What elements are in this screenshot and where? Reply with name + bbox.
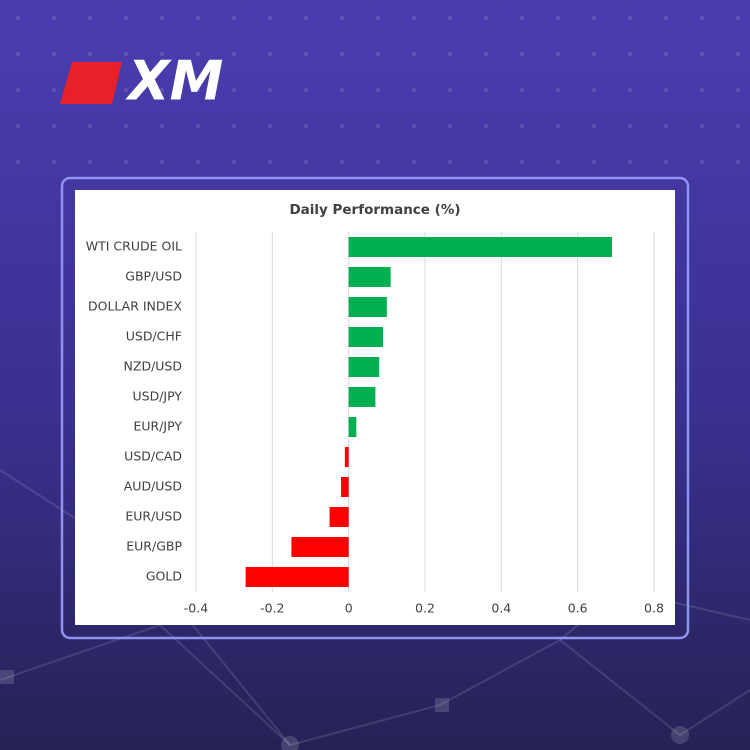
chart-frame: [60, 176, 690, 640]
y-tick-label: EUR/JPY: [133, 419, 182, 434]
y-tick-label: NZD/USD: [124, 359, 182, 374]
y-tick-label: USD/CAD: [124, 449, 182, 464]
bar: [348, 267, 391, 287]
bar: [348, 357, 380, 377]
bar: [348, 327, 384, 347]
bar: [329, 507, 349, 527]
bar: [348, 387, 376, 407]
dot-pattern: [0, 0, 750, 180]
bar: [348, 297, 387, 317]
y-tick-label: GBP/USD: [125, 269, 182, 284]
x-tick-label: 0.6: [568, 601, 588, 616]
bar: [341, 477, 349, 497]
x-tick-label: -0.2: [260, 601, 284, 616]
y-tick-label: EUR/GBP: [126, 539, 182, 554]
chart-area: [75, 190, 675, 625]
logo-mark: [60, 62, 122, 104]
x-tick-label: 0.2: [415, 601, 435, 616]
x-tick-label: 0.4: [491, 601, 511, 616]
y-tick-label: GOLD: [146, 569, 182, 584]
x-tick-label: -0.4: [184, 601, 208, 616]
y-tick-label: EUR/USD: [125, 509, 182, 524]
y-tick-label: WTI CRUDE OIL: [86, 239, 182, 254]
y-tick-label: USD/CHF: [126, 329, 182, 344]
y-tick-label: DOLLAR INDEX: [88, 299, 182, 314]
bar: [245, 567, 349, 587]
x-tick-label: 0: [345, 601, 353, 616]
chart-title: Daily Performance (%): [289, 202, 460, 218]
bar: [348, 237, 613, 257]
y-tick-label: AUD/USD: [124, 479, 182, 494]
plot: -0.4 -0.2 0 0.2 0.4 0.6 0.8 WTI CRUDE OIL GBP/US…: [86, 232, 664, 616]
x-tick-label: 0.8: [644, 601, 664, 616]
bar: [348, 417, 357, 437]
logo-text: XM: [125, 50, 223, 113]
y-tick-label: USD/JPY: [132, 389, 182, 404]
bar: [344, 447, 349, 467]
bar: [291, 537, 349, 557]
network-nodes: [0, 670, 689, 750]
